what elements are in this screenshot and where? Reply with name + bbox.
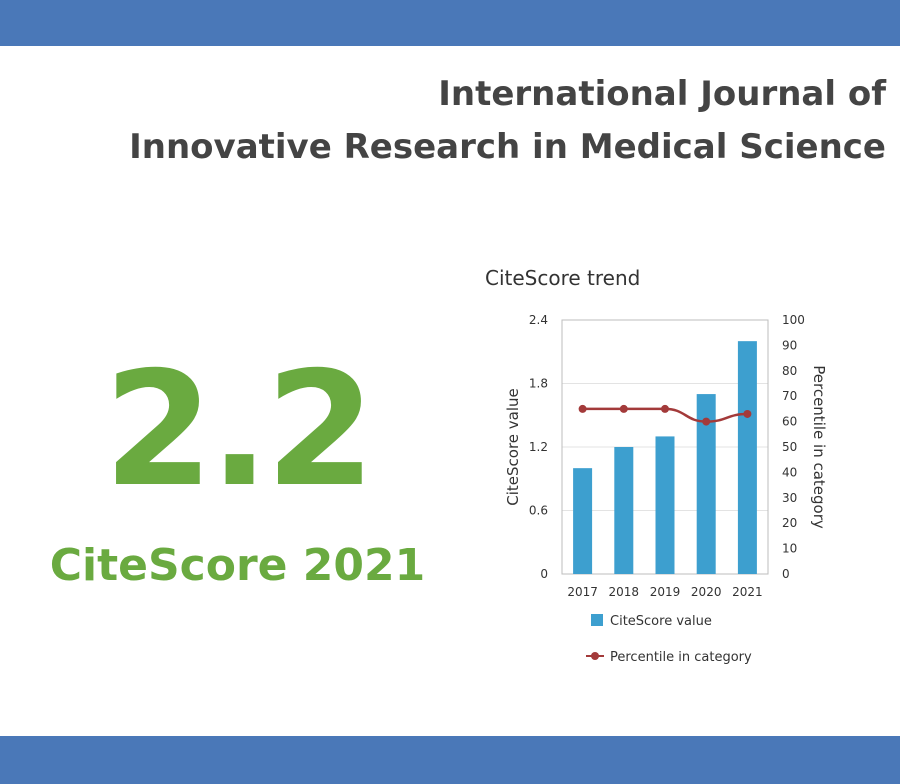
y-axis-label: CiteScore value bbox=[504, 388, 522, 506]
bottom-banner bbox=[0, 736, 900, 784]
y2-tick-label: 50 bbox=[782, 440, 797, 454]
y2-tick-label: 70 bbox=[782, 389, 797, 403]
journal-title-line2: Innovative Research in Medical Science bbox=[129, 127, 886, 167]
bar-2021 bbox=[737, 341, 757, 574]
y-tick-label: 2.4 bbox=[529, 313, 548, 327]
percentile-point-2018 bbox=[619, 404, 628, 413]
citescore-label: CiteScore 2021 bbox=[49, 540, 426, 591]
y-tick-label: 1.2 bbox=[529, 440, 548, 454]
bar-2018 bbox=[614, 447, 634, 574]
legend-swatch-bar bbox=[591, 614, 603, 626]
y2-tick-label: 80 bbox=[782, 364, 797, 378]
y2-tick-label: 10 bbox=[782, 542, 797, 556]
citescore-trend-chart: 0 0.6 1.2 1.8 2.4 0 10 20 30 40 50 60 70 80 90 100 2017 2… bbox=[504, 313, 828, 665]
chart-title: CiteScore trend bbox=[485, 266, 641, 290]
percentile-point-2017 bbox=[578, 404, 587, 413]
journal-title: International Journal of Innovative Rese… bbox=[26, 68, 886, 174]
y2-tick-label: 100 bbox=[782, 313, 805, 327]
x-tick-label: 2018 bbox=[609, 585, 640, 599]
y2-tick-label: 40 bbox=[782, 465, 797, 479]
y2-tick-label: 20 bbox=[782, 516, 797, 530]
citescore-value: 2.2 bbox=[103, 338, 376, 522]
percentile-point-2019 bbox=[661, 404, 669, 413]
y-tick-label: 0 bbox=[540, 567, 548, 581]
top-banner bbox=[0, 0, 900, 46]
x-tick-label: 2021 bbox=[732, 585, 763, 599]
x-tick-label: 2020 bbox=[691, 585, 722, 599]
legend-label-line: Percentile in category bbox=[610, 650, 752, 665]
y-tick-label: 0.6 bbox=[529, 504, 548, 518]
y2-tick-label: 0 bbox=[782, 567, 790, 581]
x-tick-label: 2019 bbox=[650, 585, 681, 599]
y2-tick-label: 90 bbox=[782, 338, 797, 352]
y2-tick-label: 30 bbox=[782, 491, 797, 505]
bar-2019 bbox=[655, 436, 675, 574]
bar-2017 bbox=[573, 468, 593, 574]
y2-tick-label: 60 bbox=[782, 415, 797, 429]
journal-title-line1: International Journal of bbox=[438, 74, 886, 114]
bar-2020 bbox=[696, 394, 716, 574]
legend-swatch-point bbox=[591, 652, 599, 660]
percentile-point-2021 bbox=[743, 409, 752, 418]
y2-axis-label: Percentile in category bbox=[810, 365, 828, 529]
x-tick-label: 2017 bbox=[567, 585, 598, 599]
percentile-point-2020 bbox=[702, 417, 711, 426]
legend-label-bar: CiteScore value bbox=[610, 614, 712, 629]
y-tick-label: 1.8 bbox=[529, 377, 548, 391]
